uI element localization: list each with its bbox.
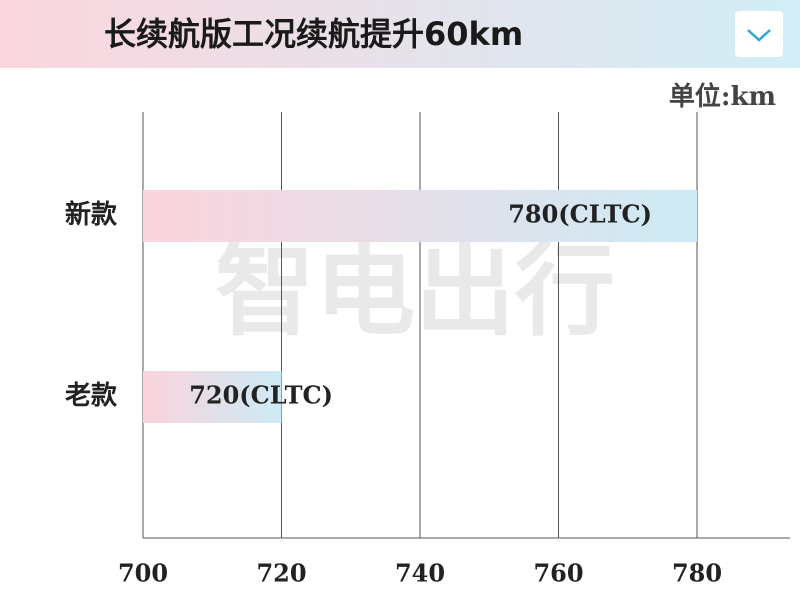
- x-tick-label: 760: [533, 559, 583, 588]
- x-tick-label: 700: [118, 559, 168, 588]
- title-bar: [0, 0, 800, 68]
- x-tick-label: 720: [256, 559, 306, 588]
- x-tick-label: 740: [395, 559, 445, 588]
- y-tick-label: 老款: [65, 381, 118, 411]
- bar: [143, 190, 697, 242]
- y-tick-label: 新款: [65, 199, 118, 230]
- bar: [143, 371, 282, 423]
- x-tick-label: 780: [672, 559, 722, 588]
- value-label: 780(CLTC): [508, 200, 652, 229]
- dropdown-button[interactable]: [735, 11, 783, 57]
- chart-title: 长续航版工况续航提升60km: [104, 15, 523, 53]
- value-label: 720(CLTC): [189, 381, 333, 410]
- unit-label: 单位:km: [669, 81, 776, 112]
- watermark: 智电出行: [215, 232, 615, 349]
